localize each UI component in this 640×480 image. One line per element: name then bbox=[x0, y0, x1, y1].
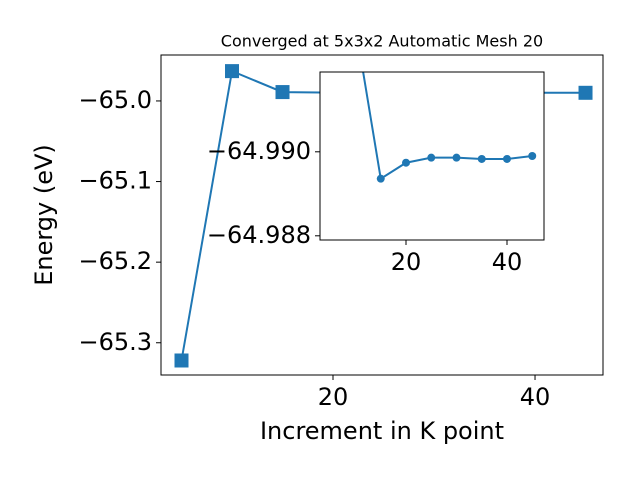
plot-area bbox=[351, 22, 537, 183]
marker bbox=[502, 154, 511, 163]
chart-title: Converged at 5x3x2 Automatic Mesh 20 bbox=[221, 32, 543, 51]
x-tick-label: 20 bbox=[318, 383, 349, 411]
marker bbox=[477, 154, 486, 163]
marker bbox=[528, 152, 537, 160]
y-tick-label: −65.3 bbox=[78, 328, 152, 356]
marker bbox=[275, 85, 290, 100]
y-tick-label: −65.1 bbox=[78, 167, 152, 195]
axes-frame bbox=[160, 54, 604, 376]
marker bbox=[427, 153, 436, 162]
y-axis-label: Energy (eV) bbox=[30, 144, 58, 286]
marker bbox=[578, 85, 593, 100]
axes-frame bbox=[319, 71, 545, 241]
series-line bbox=[362, 72, 533, 181]
marker bbox=[376, 174, 385, 183]
y-tick-label: −64.990 bbox=[207, 137, 311, 165]
x-tick-label: 40 bbox=[492, 248, 523, 276]
x-tick-label: 40 bbox=[520, 383, 551, 411]
marker bbox=[174, 353, 189, 368]
marker bbox=[452, 153, 461, 162]
x-axis-label: Increment in K point bbox=[260, 417, 504, 445]
x-tick-label: 20 bbox=[391, 248, 422, 276]
marker bbox=[401, 158, 410, 167]
marker bbox=[225, 64, 240, 79]
marker bbox=[351, 22, 359, 30]
y-tick-label: −65.2 bbox=[78, 247, 152, 275]
y-tick-label: −64.988 bbox=[207, 221, 311, 249]
y-tick-label: −65.0 bbox=[78, 86, 152, 114]
